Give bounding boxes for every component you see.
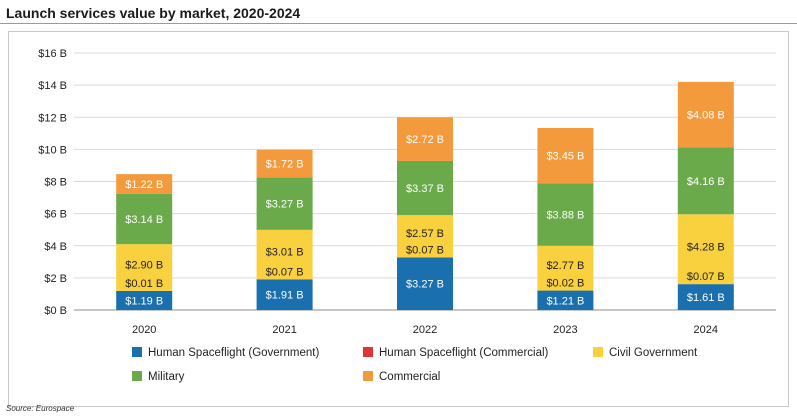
x-tick-label: 2021	[272, 324, 296, 336]
bar-segment	[397, 117, 453, 161]
x-tick-label: 2020	[132, 324, 156, 336]
bar-segment	[397, 160, 453, 216]
data-label: $3.27 B	[266, 199, 304, 211]
bar-segment	[537, 183, 594, 246]
data-label: $0.07 B	[406, 244, 444, 256]
legend-label: Civil Government	[609, 347, 698, 359]
bar-segment	[256, 177, 313, 230]
data-label: $0.02 B	[546, 278, 584, 290]
data-label: $1.22 B	[125, 179, 163, 191]
data-label: $3.88 B	[546, 210, 584, 222]
bar-segment	[116, 193, 173, 245]
legend-swatch	[363, 347, 373, 357]
chart-panel	[8, 31, 789, 407]
bar-segment	[677, 284, 734, 310]
y-tick-label: $0 B	[44, 305, 67, 317]
data-label: $2.57 B	[406, 228, 444, 240]
legend-label: Military	[148, 371, 185, 383]
source-note: Source: Eurospace	[6, 404, 75, 413]
y-tick-label: $8 B	[44, 177, 67, 189]
legend-swatch	[593, 347, 603, 357]
data-label: $4.08 B	[687, 110, 725, 122]
data-label: $3.14 B	[125, 214, 163, 226]
y-tick-label: $12 B	[38, 112, 67, 124]
data-label: $4.16 B	[687, 176, 725, 188]
data-label: $3.01 B	[266, 247, 304, 259]
data-label: $1.91 B	[266, 290, 304, 302]
y-tick-label: $10 B	[38, 144, 67, 156]
bar-segment	[537, 128, 594, 184]
y-tick-label: $2 B	[44, 273, 67, 285]
bar-segment	[677, 147, 734, 215]
data-label: $3.27 B	[406, 279, 444, 291]
legend-swatch	[363, 371, 373, 381]
bar-segment	[397, 215, 453, 258]
y-tick-label: $6 B	[44, 209, 67, 221]
bar-segment	[537, 245, 594, 291]
y-tick-label: $4 B	[44, 241, 67, 253]
bar-segment	[256, 149, 313, 178]
bar-segment	[537, 290, 594, 310]
data-label: $3.37 B	[406, 183, 444, 195]
bar-segment	[256, 229, 313, 280]
data-label: $0.07 B	[687, 271, 725, 283]
data-label: $1.72 B	[266, 159, 304, 171]
data-label: $1.61 B	[687, 292, 725, 304]
data-label: $3.45 B	[546, 151, 584, 163]
data-label: $0.07 B	[266, 266, 304, 278]
bar-segment	[256, 279, 313, 310]
legend-label: Human Spaceflight (Government)	[148, 347, 319, 359]
data-label: $1.21 B	[546, 295, 584, 307]
bar-segment	[116, 290, 173, 310]
y-tick-label: $16 B	[38, 48, 67, 60]
x-tick-label: 2024	[694, 324, 718, 336]
legend-label: Human Spaceflight (Commercial)	[379, 347, 549, 359]
data-label: $2.72 B	[406, 134, 444, 146]
title-divider	[0, 23, 797, 24]
chart-title: Launch services value by market, 2020-20…	[6, 5, 301, 21]
data-label: $4.28 B	[687, 242, 725, 254]
x-tick-label: 2023	[553, 324, 577, 336]
data-label: $2.90 B	[125, 259, 163, 271]
legend-swatch	[132, 371, 142, 381]
legend-label: Commercial	[379, 371, 440, 383]
bar-segment	[116, 244, 173, 291]
y-tick-label: $14 B	[38, 80, 67, 92]
data-label: $1.19 B	[125, 295, 163, 307]
data-label: $0.01 B	[125, 278, 163, 290]
data-label: $2.77 B	[546, 260, 584, 272]
bar-segment	[116, 174, 173, 194]
bar-segment	[677, 81, 734, 148]
bar-segment	[397, 257, 453, 310]
bar-segment	[677, 214, 734, 285]
x-tick-label: 2022	[413, 324, 437, 336]
legend-swatch	[132, 347, 142, 357]
